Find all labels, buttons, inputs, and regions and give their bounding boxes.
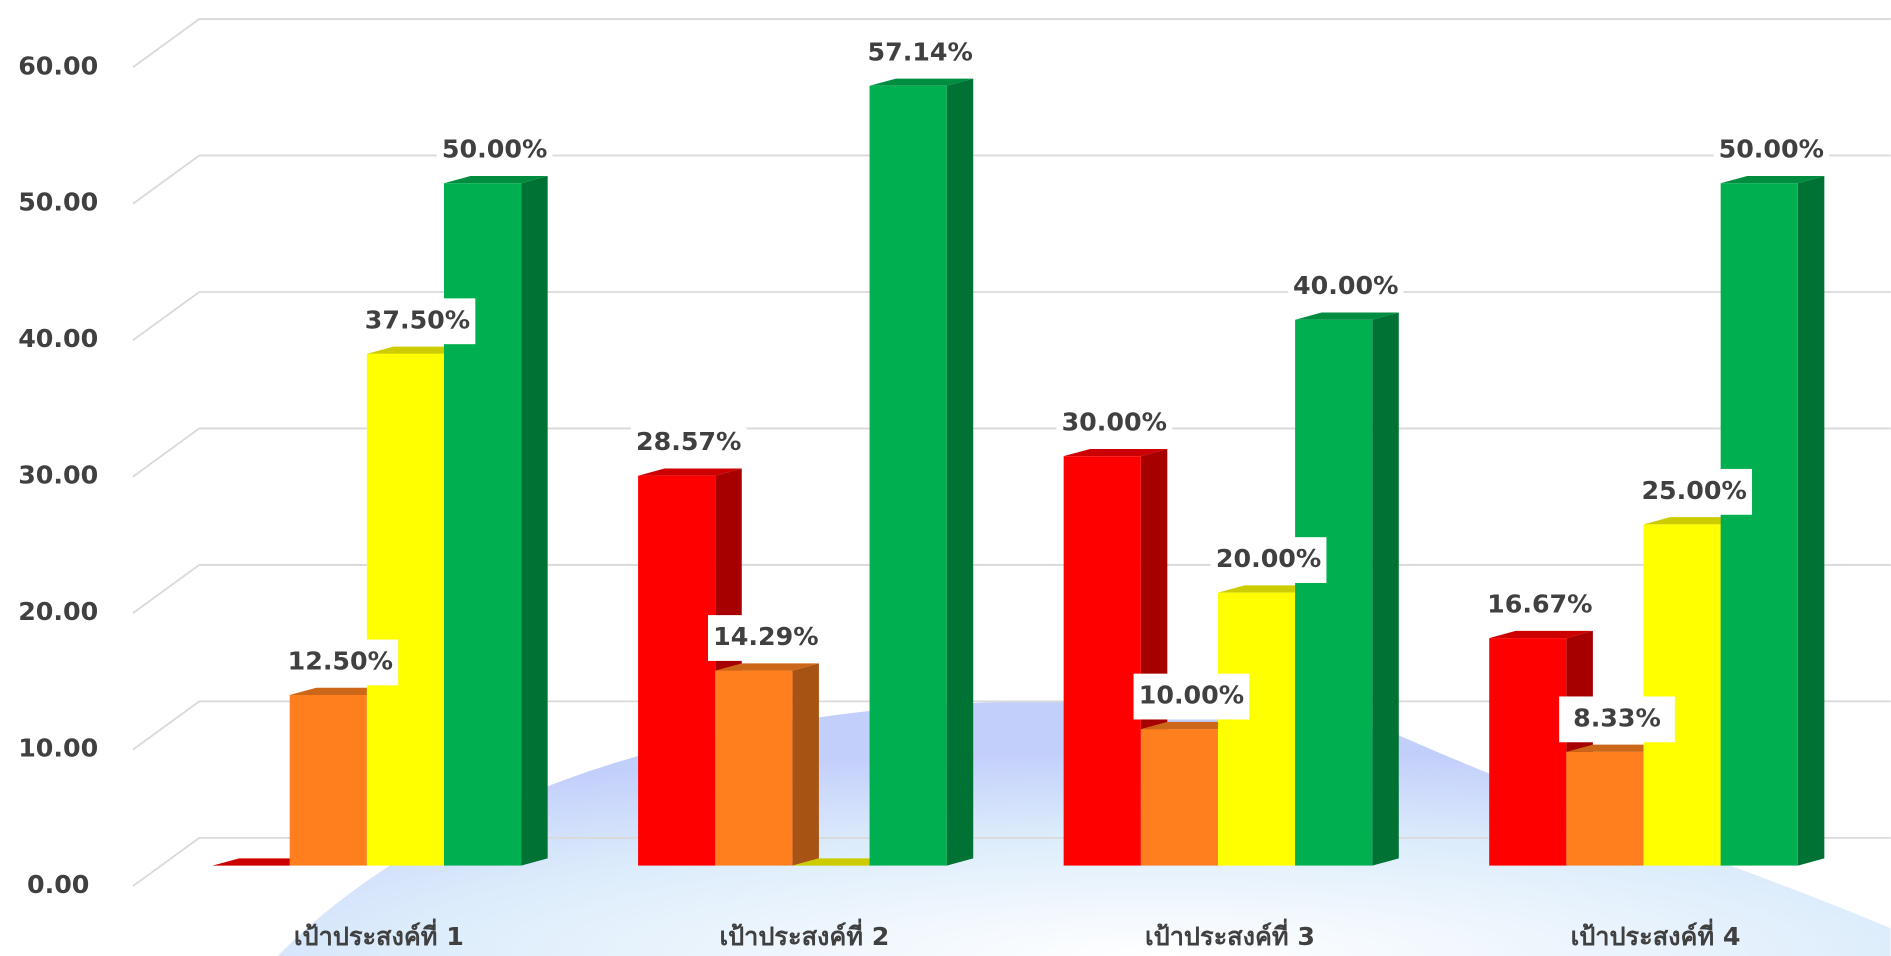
data-label: 40.00% [1293, 271, 1398, 300]
grid-line [132, 154, 1891, 205]
bar [289, 694, 367, 866]
bar [366, 353, 444, 866]
bar-side [946, 78, 974, 866]
data-label: 28.57% [636, 427, 741, 456]
data-label: 12.50% [288, 646, 393, 675]
bar-side [792, 663, 819, 866]
bar [1566, 751, 1644, 866]
bar [1720, 183, 1798, 866]
data-label-box [1559, 696, 1675, 743]
bar-side [521, 176, 548, 866]
bar [715, 670, 793, 866]
bar [638, 475, 716, 866]
bar [1643, 524, 1721, 866]
y-tick-label: 10.00 [18, 734, 98, 763]
x-tick-label: เป้าประสงค์ที่ 3 [1145, 918, 1315, 951]
y-tick-label: 40.00 [18, 324, 98, 353]
data-label-box [862, 30, 979, 77]
bar [1295, 319, 1373, 866]
data-label: 57.14% [867, 37, 972, 66]
x-tick-label: เป้าประสงค์ที่ 2 [719, 918, 889, 951]
bar-side [1372, 312, 1399, 866]
x-tick-label: เป้าประสงค์ที่ 4 [1571, 918, 1741, 951]
data-label-box [1287, 264, 1404, 311]
data-label-box [436, 127, 553, 174]
data-label-box [1056, 400, 1173, 447]
bar [1217, 592, 1296, 866]
bar-top [715, 663, 819, 671]
data-label: 50.00% [442, 135, 547, 164]
bar-side [1797, 176, 1825, 866]
data-label-box [630, 420, 747, 467]
data-label-box [1210, 537, 1327, 584]
data-label: 37.50% [365, 305, 470, 334]
data-label-box [1713, 127, 1830, 174]
data-label-box [1133, 673, 1250, 720]
bar-top [1720, 176, 1825, 184]
data-label-box [1636, 468, 1753, 515]
data-label: 25.00% [1641, 476, 1746, 505]
bar [1489, 638, 1567, 866]
data-label: 16.67% [1487, 590, 1592, 619]
bar [443, 183, 522, 866]
bar-top [638, 468, 742, 476]
y-tick-label: 50.00 [18, 188, 98, 217]
bar [869, 85, 947, 866]
data-label-box [282, 639, 399, 686]
data-label-box [708, 615, 824, 661]
data-label: 20.00% [1216, 544, 1321, 573]
data-label: 50.00% [1719, 135, 1824, 164]
data-label: 14.29% [713, 622, 818, 651]
y-tick-label: 60.00 [18, 51, 98, 80]
bar-top [869, 78, 974, 86]
x-tick-label: เป้าประสงค์ที่ 1 [294, 918, 464, 951]
data-label-box [1481, 582, 1598, 629]
bar-top [443, 176, 548, 184]
y-tick-label: 20.00 [18, 597, 98, 626]
bar-top [1063, 448, 1168, 457]
y-tick-label: 0.00 [27, 870, 89, 899]
data-label: 30.00% [1062, 408, 1167, 437]
bar [1063, 456, 1141, 866]
data-label-box [359, 298, 476, 345]
y-tick-label: 30.00 [18, 461, 98, 490]
grid-line [132, 18, 1891, 69]
bar-top [1489, 630, 1593, 639]
data-label: 8.33% [1573, 703, 1661, 732]
data-label: 10.00% [1139, 681, 1244, 710]
bar [1140, 729, 1218, 866]
bar-top [1295, 312, 1399, 320]
